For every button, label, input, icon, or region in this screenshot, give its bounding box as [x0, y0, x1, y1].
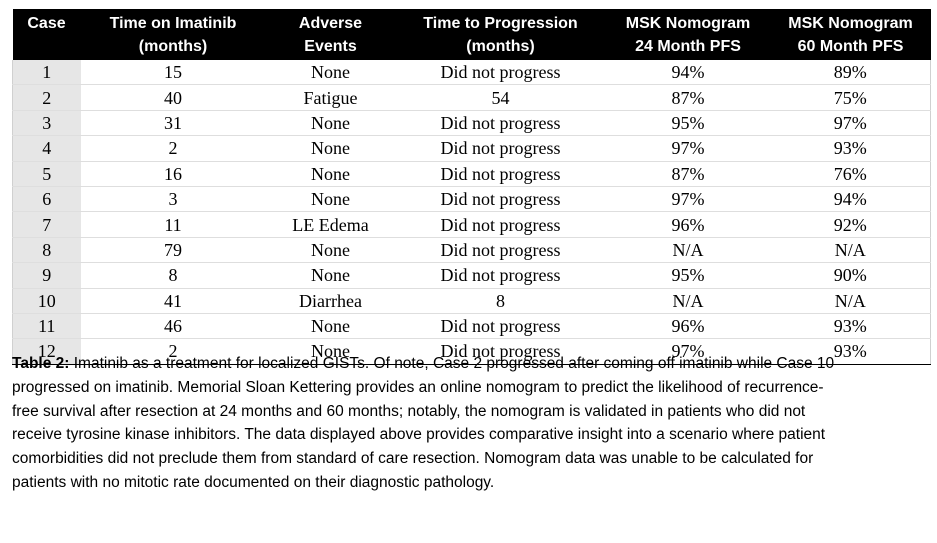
cell-time-to-progression: Did not progress: [440, 62, 561, 83]
cell-case: 1: [12, 60, 81, 85]
cell-adverse-events: None: [265, 160, 396, 187]
cell-time-on-imatinib: 79: [80, 236, 266, 263]
cell-time-on-imatinib: 11: [80, 211, 266, 238]
results-table: Case Time on Imatinib (months) Adverse Eve…: [12, 9, 931, 365]
cell-msk-60-month: 89%: [833, 62, 867, 83]
cell-time-to-progression: Did not progress: [395, 236, 606, 263]
cell-adverse-events: None: [265, 109, 396, 136]
table-body: 1 15 None Did not progress 94% 89% 2 40 Fatigue 5…: [12, 60, 931, 365]
cell-time-on-imatinib: 40: [80, 84, 266, 111]
cell-msk-60-month: 93%: [770, 312, 931, 339]
cell-adverse-events: None: [311, 62, 350, 83]
cell-adverse-events: None: [265, 236, 396, 263]
cell-msk-24-month: 97%: [605, 338, 771, 365]
table-row: 8 79 None Did not progress N/A N/A: [12, 236, 931, 263]
table-row: 10 41 Diarrhea 8 N/A N/A: [12, 287, 931, 314]
cell-msk-60-month: 92%: [770, 211, 931, 238]
header-msk-24-month: MSK Nomogram 24 Month PFS: [605, 9, 771, 60]
table-row: 12 2 None Did not progress 97% 93%: [12, 338, 931, 365]
table-row: 3 31 None Did not progress 95% 97%: [12, 109, 931, 136]
cell-case: 4: [12, 135, 81, 162]
caption-label: Table 2:: [12, 355, 70, 372]
cell-adverse-events: Diarrhea: [265, 287, 396, 314]
table-row: 2 40 Fatigue 54 87% 75%: [12, 84, 931, 111]
cell-msk-24-month: N/A: [605, 287, 771, 314]
table-row: 7 11 LE Edema Did not progress 96% 92%: [12, 211, 931, 238]
cell-case: 3: [12, 109, 81, 136]
table-row: 5 16 None Did not progress 87% 76%: [12, 160, 931, 187]
table-container: Case Time on Imatinib (months) Adverse Eve…: [12, 9, 931, 365]
cell-time-on-imatinib: 8: [80, 262, 266, 289]
header-time-to-progression: Time to Progression (months): [395, 9, 606, 60]
cell-msk-60-month: N/A: [770, 287, 931, 314]
cell-msk-60-month: 93%: [770, 135, 931, 162]
table-row: 6 3 None Did not progress 97% 94%: [12, 185, 931, 212]
cell-msk-24-month: 87%: [605, 160, 771, 187]
cell-time-on-imatinib: 3: [80, 185, 266, 212]
cell-msk-24-month: 96%: [605, 211, 771, 238]
cell-case: 8: [12, 236, 81, 263]
cell-case: 6: [12, 185, 81, 212]
cell-time-to-progression: Did not progress: [395, 312, 606, 339]
cell-time-on-imatinib: 2: [80, 135, 266, 162]
table-header-row: Case Time on Imatinib (months) Adverse Eve…: [12, 9, 931, 60]
cell-msk-24-month: 94%: [671, 62, 705, 83]
cell-time-to-progression: 8: [395, 287, 606, 314]
cell-case: 9: [12, 262, 81, 289]
cell-case: 7: [12, 211, 81, 238]
cell-time-to-progression: Did not progress: [395, 338, 606, 365]
header-adverse-events: Adverse Events: [265, 9, 396, 60]
cell-time-to-progression: 54: [395, 84, 606, 111]
cell-time-on-imatinib: 15: [164, 62, 182, 83]
header-time-on-imatinib: Time on Imatinib (months): [80, 9, 266, 60]
cell-msk-60-month: 93%: [770, 338, 931, 365]
cell-time-on-imatinib: 31: [80, 109, 266, 136]
cell-adverse-events: LE Edema: [265, 211, 396, 238]
cell-adverse-events: None: [265, 135, 396, 162]
cell-case: 10: [12, 287, 81, 314]
cell-adverse-events: None: [265, 262, 396, 289]
caption-text: Imatinib as a treatment for localized GI…: [12, 355, 835, 491]
cell-case: 5: [12, 160, 81, 187]
cell-msk-24-month: 96%: [605, 312, 771, 339]
table-row: 9 8 None Did not progress 95% 90%: [12, 262, 931, 289]
cell-msk-60-month: 97%: [770, 109, 931, 136]
cell-msk-60-month: 76%: [770, 160, 931, 187]
table-row: 11 46 None Did not progress 96% 93%: [12, 312, 931, 339]
cell-time-to-progression: Did not progress: [395, 262, 606, 289]
header-msk-60-month: MSK Nomogram 60 Month PFS: [770, 9, 931, 60]
table-caption: Table 2: Imatinib as a treatment for loc…: [12, 352, 842, 495]
cell-msk-24-month: 97%: [605, 135, 771, 162]
cell-msk-24-month: 87%: [605, 84, 771, 111]
cell-time-to-progression: Did not progress: [395, 185, 606, 212]
cell-time-on-imatinib: 46: [80, 312, 266, 339]
table-row: 4 2 None Did not progress 97% 93%: [12, 135, 931, 162]
cell-msk-24-month: 97%: [605, 185, 771, 212]
cell-msk-24-month: N/A: [605, 236, 771, 263]
cell-msk-24-month: 95%: [605, 262, 771, 289]
cell-time-to-progression: Did not progress: [395, 160, 606, 187]
cell-case: 11: [12, 312, 81, 339]
cell-time-on-imatinib: 41: [80, 287, 266, 314]
cell-msk-60-month: 90%: [770, 262, 931, 289]
cell-time-on-imatinib: 16: [80, 160, 266, 187]
cell-case: 12: [12, 338, 81, 365]
cell-time-to-progression: Did not progress: [395, 211, 606, 238]
cell-adverse-events: None: [265, 185, 396, 212]
table-row: 1 15 None Did not progress 94% 89%: [12, 60, 931, 85]
cell-msk-60-month: N/A: [770, 236, 931, 263]
cell-msk-60-month: 75%: [770, 84, 931, 111]
cell-adverse-events: None: [265, 338, 396, 365]
cell-msk-24-month: 95%: [605, 109, 771, 136]
header-case: Case: [12, 9, 81, 60]
cell-adverse-events: Fatigue: [265, 84, 396, 111]
cell-msk-60-month: 94%: [770, 185, 931, 212]
cell-time-on-imatinib: 2: [80, 338, 266, 365]
cell-adverse-events: None: [265, 312, 396, 339]
cell-case: 2: [12, 84, 81, 111]
cell-time-to-progression: Did not progress: [395, 109, 606, 136]
cell-time-to-progression: Did not progress: [395, 135, 606, 162]
